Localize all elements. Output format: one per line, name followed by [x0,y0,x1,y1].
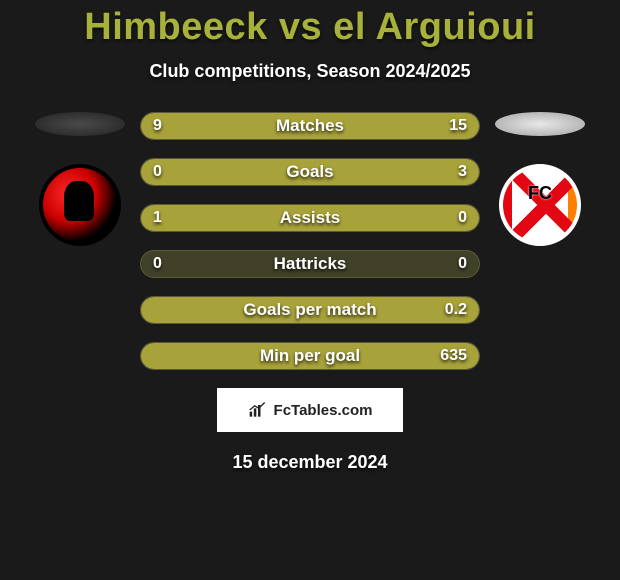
stat-right-value: 0 [458,205,467,231]
right-player-shadow-oval [495,112,585,136]
stat-row: 0Goals3 [140,158,480,186]
stats-bars: 9Matches150Goals31Assists00Hattricks0Goa… [140,112,480,370]
snapshot-date: 15 december 2024 [0,452,620,473]
stat-row: 1Assists0 [140,204,480,232]
stat-right-value: 3 [458,159,467,185]
right-player-column [480,112,600,246]
stat-label: Goals [141,159,479,185]
stat-label: Hattricks [141,251,479,277]
left-club-badge [39,164,121,246]
stat-label: Min per goal [141,343,479,369]
source-site-text: FcTables.com [274,402,373,419]
stat-row: 0Hattricks0 [140,250,480,278]
stat-row: 9Matches15 [140,112,480,140]
stat-label: Goals per match [141,297,479,323]
comparison-title: Himbeeck vs el Arguioui [0,0,620,49]
stat-right-value: 15 [449,113,467,139]
stat-right-value: 0 [458,251,467,277]
stat-row: Min per goal635 [140,342,480,370]
stat-label: Assists [141,205,479,231]
stat-label: Matches [141,113,479,139]
comparison-content: 9Matches150Goals31Assists00Hattricks0Goa… [0,112,620,370]
comparison-subtitle: Club competitions, Season 2024/2025 [0,61,620,82]
stat-right-value: 0.2 [445,297,467,323]
left-player-column [20,112,140,246]
right-club-badge [499,164,581,246]
source-attribution: FcTables.com [217,388,403,432]
chart-icon [248,401,268,419]
stat-right-value: 635 [440,343,467,369]
left-player-shadow-oval [35,112,125,136]
stat-row: Goals per match0.2 [140,296,480,324]
